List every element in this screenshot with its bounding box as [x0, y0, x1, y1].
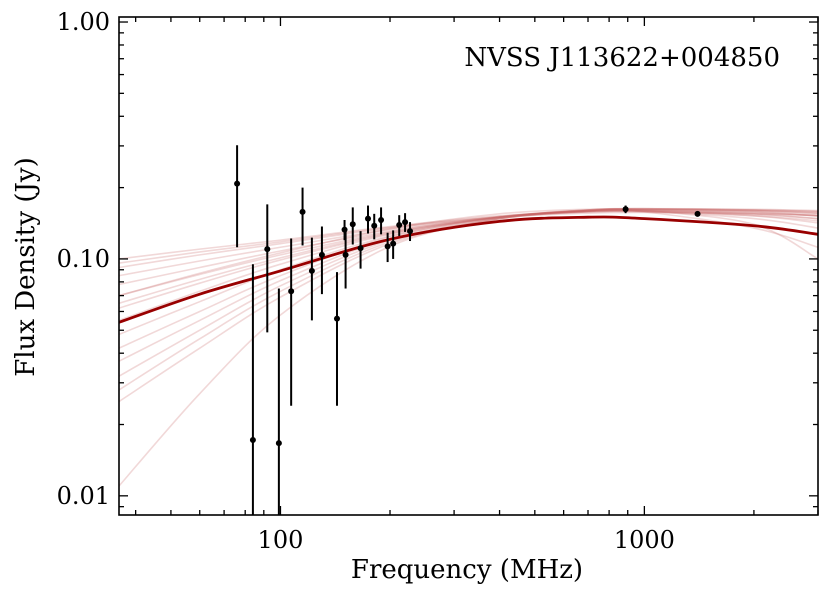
data-point	[371, 222, 378, 229]
data-point	[318, 251, 325, 258]
source-name-annotation: NVSS J113622+004850	[464, 43, 780, 73]
data-point	[402, 219, 409, 226]
data-point	[341, 226, 348, 233]
data-point	[249, 437, 256, 444]
fit-sample-line	[119, 207, 818, 336]
fit-sample-line	[119, 208, 818, 297]
x-tick-label: 100	[258, 526, 304, 554]
y-axis-label: Flux Density (Jy)	[11, 157, 41, 376]
fit-sample-line	[119, 209, 818, 391]
tick-labels: 100 1000 0.01 0.10 1.00	[57, 8, 675, 554]
data-point	[333, 315, 340, 322]
fit-sample-line	[119, 207, 818, 297]
data-point	[349, 221, 356, 228]
x-axis-label: Frequency (MHz)	[351, 555, 583, 585]
y-tick-label: 0.10	[57, 245, 110, 273]
plot-frame	[118, 16, 819, 516]
fit-sample-line	[119, 210, 818, 305]
fit-sample-line	[119, 209, 818, 286]
axis-ticks	[119, 17, 819, 515]
data-point	[390, 240, 397, 247]
x-tick-label: 1000	[614, 526, 675, 554]
y-tick-label: 1.00	[57, 8, 110, 36]
data-point	[308, 267, 315, 274]
data-point	[299, 208, 306, 215]
data-point	[264, 246, 271, 253]
data-point	[396, 222, 403, 229]
best-fit-curve-group	[119, 215, 818, 324]
fit-sample-line	[119, 209, 818, 277]
fit-sample-line	[119, 207, 818, 322]
fit-sample-line	[119, 208, 818, 309]
data-point	[342, 251, 349, 258]
data-point	[407, 228, 414, 235]
data-point	[365, 215, 372, 222]
fit-sample-line	[119, 208, 818, 362]
fit-sample-line	[119, 211, 818, 264]
data-point	[384, 243, 391, 250]
data-point	[622, 206, 629, 213]
data-points	[234, 145, 701, 515]
data-point	[694, 210, 701, 217]
fit-sample-line	[119, 209, 818, 403]
data-point	[234, 180, 241, 187]
fit-sample-line	[119, 210, 818, 260]
fit-sample-line	[119, 209, 818, 269]
data-point	[378, 216, 385, 223]
data-point	[288, 288, 295, 295]
data-point	[275, 440, 282, 447]
data-point	[357, 245, 364, 252]
fit-sample-line	[119, 208, 818, 377]
fit-sample-line	[119, 207, 818, 349]
best-fit-line	[119, 215, 818, 324]
fit-sample-lines	[119, 207, 818, 487]
y-tick-label: 0.01	[57, 482, 110, 510]
